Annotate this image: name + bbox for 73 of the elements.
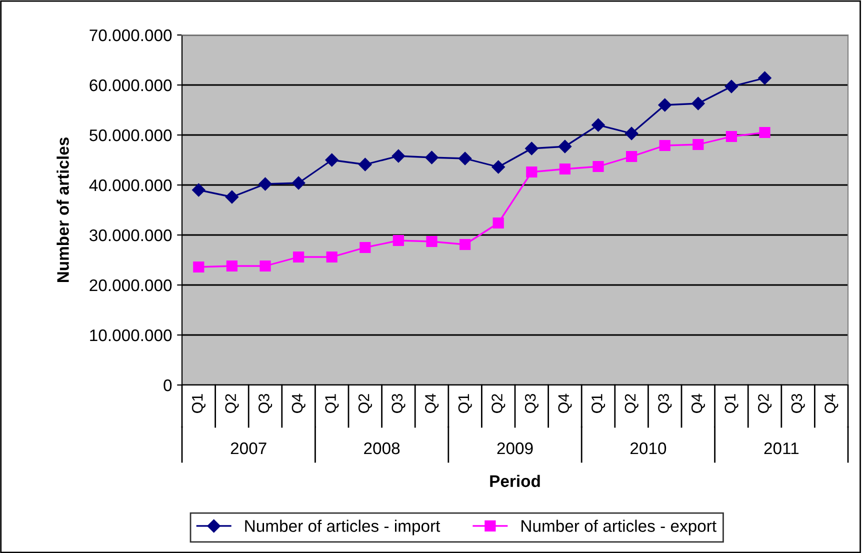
point xyxy=(459,238,471,250)
text: 2010 xyxy=(630,442,666,454)
x-tick-label: Q1 xyxy=(592,394,606,413)
point xyxy=(659,140,670,152)
legend-label: Number of articles - import xyxy=(245,520,440,536)
point xyxy=(292,176,306,190)
point xyxy=(526,166,538,178)
point xyxy=(558,140,572,154)
point xyxy=(392,234,404,246)
x-tick-label: Q1 xyxy=(325,394,339,413)
x-tick-label: Q1 xyxy=(724,394,738,413)
x-tick-label: Q3 xyxy=(791,394,805,413)
point xyxy=(260,260,271,272)
point xyxy=(360,242,371,254)
point xyxy=(492,160,505,174)
point xyxy=(358,158,372,172)
x-tick-label: Q2 xyxy=(624,394,638,413)
text: 2008 xyxy=(364,442,400,454)
point xyxy=(559,163,571,175)
x-tick-label: Q4 xyxy=(691,394,705,413)
x-tick-label: Q4 xyxy=(425,394,439,413)
point xyxy=(726,130,738,142)
point xyxy=(658,98,672,112)
x-tick-label: Q3 xyxy=(392,394,406,413)
y-tick-label: 50.000.000 xyxy=(90,129,172,142)
y-tick-label: 0 xyxy=(164,379,172,392)
point xyxy=(325,153,338,167)
x-axis-title: Period xyxy=(490,474,540,488)
y-tick-label: 20.000.000 xyxy=(90,279,172,292)
y-tick-label: 40.000.000 xyxy=(89,179,172,192)
legend-label: Number of articles - export xyxy=(522,520,716,536)
point xyxy=(758,71,772,85)
x-tick-label: Q2 xyxy=(492,394,506,413)
x-tick-label: Q3 xyxy=(524,394,538,413)
point xyxy=(592,160,604,172)
point xyxy=(592,118,605,132)
x-tick-label: Q1 xyxy=(458,394,472,413)
x-tick-label: Q1 xyxy=(192,394,206,413)
y-tick-label: 60.000.000 xyxy=(90,79,172,92)
point xyxy=(626,150,638,162)
x-tick-label: Q4 xyxy=(558,394,572,413)
point xyxy=(458,152,472,166)
y-tick-label: 10.000.000 xyxy=(90,329,172,342)
x-tick-label: Q2 xyxy=(758,394,772,413)
point xyxy=(225,190,239,204)
point xyxy=(426,236,438,248)
x-tick-label: Q3 xyxy=(258,394,272,413)
point xyxy=(724,80,738,94)
point xyxy=(525,142,538,156)
text: 2007 xyxy=(230,442,266,454)
y-tick-label: 30.000.000 xyxy=(90,229,172,242)
point xyxy=(692,138,704,150)
x-tick-label: Q2 xyxy=(225,394,239,413)
point xyxy=(425,150,438,164)
point xyxy=(492,217,504,229)
point xyxy=(192,183,206,197)
x-tick-label: Q2 xyxy=(358,394,372,413)
x-tick-label: Q4 xyxy=(824,394,838,413)
point xyxy=(392,149,406,163)
point xyxy=(692,96,705,110)
point xyxy=(624,126,638,140)
point xyxy=(258,177,272,191)
point xyxy=(226,260,238,272)
point xyxy=(326,251,338,263)
y-axis-title: Number of articles xyxy=(56,138,69,282)
x-tick-label: Q4 xyxy=(292,394,306,413)
text: 2011 xyxy=(764,442,799,454)
x-tick-label: Q3 xyxy=(658,394,672,413)
text: 2009 xyxy=(497,442,533,454)
point xyxy=(292,251,304,263)
y-tick-label: 70.000.000 xyxy=(90,29,172,42)
point xyxy=(759,126,770,138)
point xyxy=(193,261,204,273)
